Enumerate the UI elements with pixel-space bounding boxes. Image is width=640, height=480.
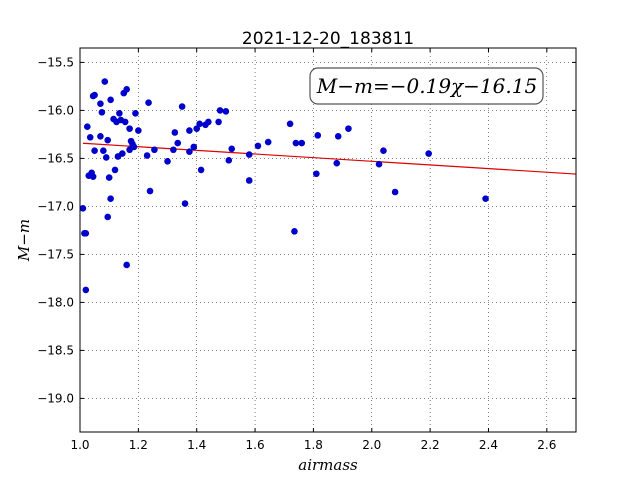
data-point [170,146,177,154]
data-point [186,148,193,155]
data-point [216,107,224,114]
data-point [292,139,300,147]
data-point [314,132,322,139]
data-point [286,120,294,128]
data-point [123,261,130,269]
data-point [298,139,306,147]
data-point [100,147,107,155]
x-tick-label: 1.2 [129,438,148,452]
data-point [123,85,130,93]
data-point [82,229,90,237]
data-point [205,118,212,126]
fit-equation: M−m=−0.19χ−16.15 [316,74,537,98]
data-point [101,78,109,85]
y-tick-label: −16.5 [37,151,74,165]
plot-area [80,48,576,432]
data-point [196,120,203,128]
data-point [228,145,236,153]
data-point [105,174,113,181]
data-point [132,109,139,117]
x-tick-label: 1.6 [246,438,265,452]
data-point [107,195,114,203]
data-point [375,160,383,168]
data-point [135,127,142,134]
y-tick-label: −15.5 [37,55,74,69]
data-point [245,151,253,158]
data-point [391,188,399,196]
data-point [97,133,104,140]
data-point [111,166,119,174]
data-point [145,99,152,107]
data-point [190,143,198,151]
data-point [181,200,189,207]
data-point [333,159,341,167]
data-point [313,170,320,178]
data-point [91,91,98,99]
data-point [225,157,233,164]
data-point [104,213,112,221]
data-point [89,173,97,180]
y-tick-label: −16.0 [37,103,74,117]
data-point [222,108,230,115]
data-point [98,109,106,116]
y-tick-label: −18.5 [37,343,74,357]
data-point [482,195,489,203]
data-point [264,138,272,146]
x-tick-label: 2.4 [479,438,498,452]
fit-line [82,142,577,175]
data-point [197,166,205,174]
data-point [171,129,179,136]
data-point [425,150,432,157]
x-tick-label: 1.0 [70,438,89,452]
data-point [291,228,298,235]
data-point [102,154,110,161]
x-tick-label: 2.2 [421,438,440,452]
plot-frame [79,47,577,433]
data-point [130,143,138,151]
y-tick-label: −19.0 [37,391,74,405]
data-point [174,139,182,147]
data-point [151,146,158,154]
data-point [79,205,87,212]
data-point [334,133,342,140]
data-point [116,109,123,117]
data-point [119,150,126,157]
data-points [79,78,489,294]
data-point [345,125,352,132]
chart-title: 2021-12-20_183811 [242,29,414,49]
data-point [143,152,151,159]
data-point [245,177,253,184]
data-point [178,103,186,110]
data-point [254,142,262,150]
equation-box-frame [309,67,544,105]
data-point [215,118,222,126]
data-point [86,133,94,141]
data-point [97,100,104,107]
x-tick-label: 2.0 [362,438,381,452]
data-point [164,157,171,165]
data-point [380,147,387,155]
data-point [193,125,201,132]
x-tick-label: 1.4 [187,438,206,452]
data-point [107,96,114,104]
x-axis-label: airmass [298,456,358,474]
data-point [83,123,91,131]
data-point [186,127,193,134]
data-point [104,136,112,144]
data-point [91,147,98,155]
y-axis-label: M−m [15,219,33,262]
y-tick-label: −18.0 [37,295,74,309]
x-tick-label: 2.6 [537,438,556,452]
data-point [146,187,154,195]
data-point [121,118,129,126]
y-tick-label: −17.5 [37,247,74,261]
x-tick-label: 1.8 [304,438,323,452]
axis-ticks: 1.0 1.2 1.4 1.6 1.8 2.0 2.2 2.4 2.6 −15.5 −16.0 −16… [37,48,576,452]
equation-box: M−m=−0.19χ−16.15 [309,67,544,105]
data-point [126,125,133,132]
data-point [82,286,90,294]
y-tick-label: −17.0 [37,199,74,213]
